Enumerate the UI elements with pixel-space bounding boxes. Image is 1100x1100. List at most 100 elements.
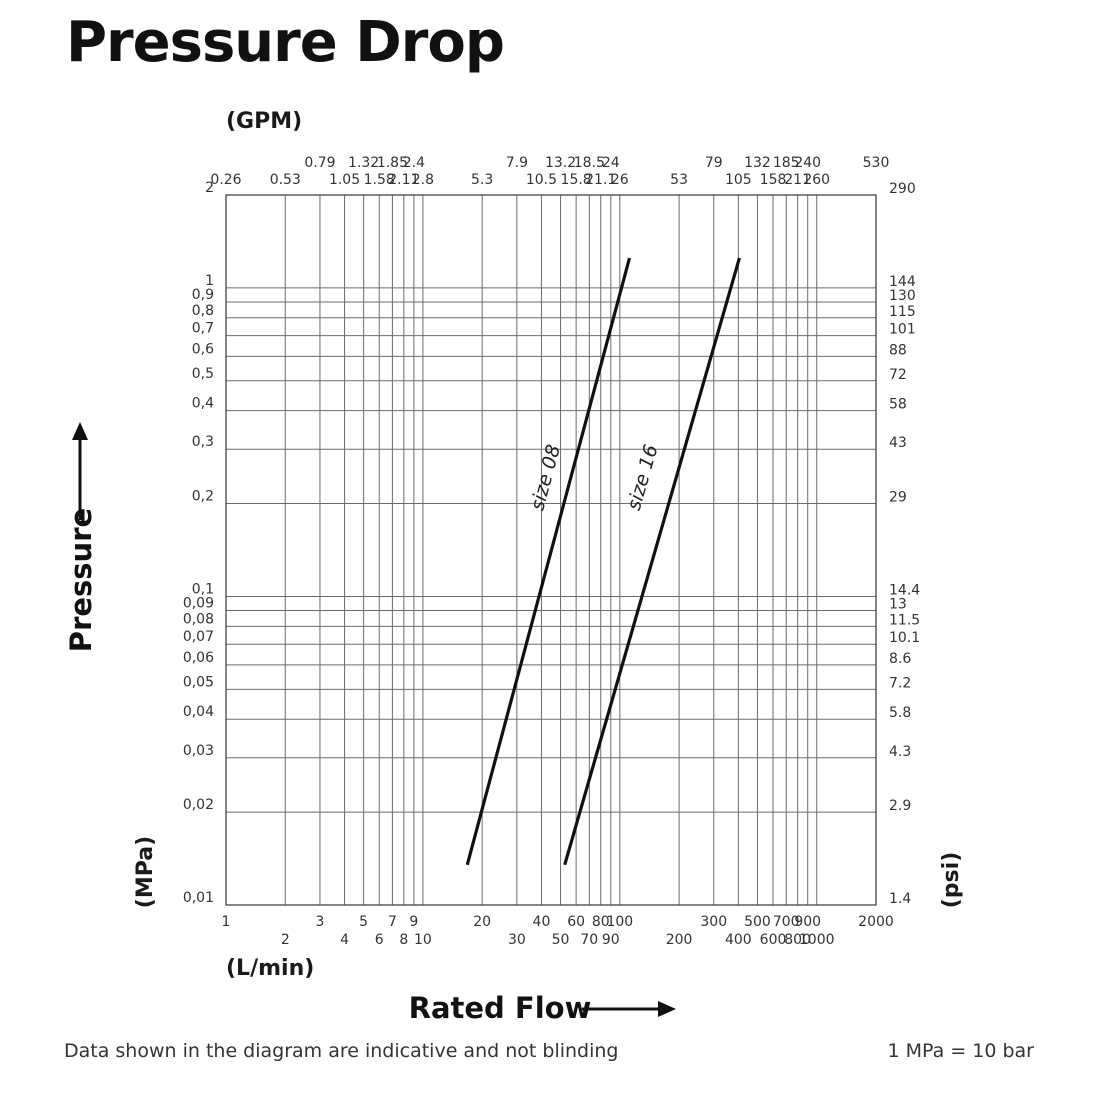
x-tick-label: 6 — [375, 932, 384, 948]
y2-tick-label: 144 — [889, 274, 916, 290]
x2-tick-label: 53 — [670, 172, 688, 188]
series-label: size 08 — [526, 442, 565, 512]
y-tick-label: 0,05 — [183, 674, 214, 690]
x2-tick-label: 1.85 — [377, 155, 408, 171]
x-tick-label: 500 — [744, 914, 771, 930]
y-tick-label: 0,1 — [192, 581, 214, 597]
y-tick-label: 0,9 — [192, 287, 214, 303]
x-tick-label: 30 — [508, 932, 526, 948]
x2-tick-label: 530 — [863, 155, 890, 171]
y2-tick-label: 10.1 — [889, 630, 920, 646]
chart-grid — [226, 195, 876, 905]
x-tick-label: 400 — [725, 932, 752, 948]
x2-tick-label: 185 — [773, 155, 800, 171]
x2-tick-label: 1.32 — [348, 155, 379, 171]
y2-tick-label: 29 — [889, 490, 907, 506]
x-tick-label: 20 — [473, 914, 491, 930]
x2-tick-label: 7.9 — [506, 155, 528, 171]
x-tick-label: 300 — [700, 914, 727, 930]
x2-tick-label: 10.5 — [526, 172, 557, 188]
x-tick-label: 60 — [567, 914, 585, 930]
x2-tick-label: 21.1 — [585, 172, 616, 188]
x2-tick-label: 24 — [602, 155, 620, 171]
x2-tick-label: 132 — [744, 155, 771, 171]
y2-tick-label: 130 — [889, 288, 916, 304]
y-tick-label: 0,04 — [183, 704, 214, 720]
y2-unit-label: (psi) — [939, 852, 964, 909]
x2-tick-label: 240 — [794, 155, 821, 171]
y-tick-label: 0,06 — [183, 650, 214, 666]
x-tick-label: 200 — [666, 932, 693, 948]
series-line-size-08 — [465, 257, 632, 866]
x2-tick-label: 15.8 — [561, 172, 592, 188]
y-tick-label: 0,7 — [192, 321, 214, 337]
y-axis-arrow-icon — [72, 422, 88, 520]
y-tick-label: 0,5 — [192, 366, 214, 382]
x2-tick-label: 0.79 — [304, 155, 335, 171]
x-tick-label: 50 — [552, 932, 570, 948]
y2-tick-label: 8.6 — [889, 651, 911, 667]
x2-tick-label: 79 — [705, 155, 723, 171]
y-tick-label: 0,01 — [183, 890, 214, 906]
y2-tick-label: 115 — [889, 304, 916, 320]
x2-tick-label: 5.3 — [471, 172, 493, 188]
x2-tick-label: 1.05 — [329, 172, 360, 188]
x-tick-label: 100 — [606, 914, 633, 930]
y2-tick-label: 1.4 — [889, 891, 911, 907]
x-tick-label: 4 — [340, 932, 349, 948]
y-tick-label: 0,07 — [183, 629, 214, 645]
y-tick-label: 2 — [205, 180, 214, 196]
x-tick-label: 90 — [602, 932, 620, 948]
x-unit-label: (L/min) — [226, 956, 314, 981]
x2-tick-label: 18.5 — [574, 155, 605, 171]
x-tick-label: 7 — [388, 914, 397, 930]
x2-tick-label: 260 — [803, 172, 830, 188]
x2-tick-label: 2.4 — [403, 155, 425, 171]
unit-conversion-note: 1 MPa = 10 bar — [887, 1040, 1035, 1062]
x-tick-label: 800 — [784, 932, 811, 948]
x-tick-label: 8 — [399, 932, 408, 948]
disclaimer-note: Data shown in the diagram are indicative… — [64, 1040, 619, 1062]
x2-tick-label: 26 — [611, 172, 629, 188]
x-tick-label: 80 — [592, 914, 610, 930]
y-unit-label: (MPa) — [133, 836, 158, 908]
page-title: Pressure Drop — [66, 10, 505, 75]
x2-tick-label: 0.26 — [210, 172, 241, 188]
series-line-size-16 — [563, 257, 741, 866]
x-tick-label: 1 — [222, 914, 231, 930]
y-tick-label: 0,4 — [192, 396, 214, 412]
plot-area-frame — [225, 194, 877, 906]
y2-tick-label: 5.8 — [889, 705, 911, 721]
y2-tick-label: 58 — [889, 397, 907, 413]
series-label: size 16 — [623, 442, 663, 513]
x2-tick-label: 1.58 — [364, 172, 395, 188]
x2-tick-label: 211 — [784, 172, 811, 188]
x-tick-label: 2 — [281, 932, 290, 948]
x-tick-label: 900 — [794, 914, 821, 930]
y2-tick-label: 7.2 — [889, 675, 911, 691]
x-tick-label: 70 — [580, 932, 598, 948]
y2-tick-label: 290 — [889, 181, 916, 197]
y-tick-label: 0,09 — [183, 596, 214, 612]
y2-tick-label: 72 — [889, 367, 907, 383]
x-tick-label: 40 — [533, 914, 551, 930]
x-tick-label: 700 — [773, 914, 800, 930]
x-tick-label: 1000 — [799, 932, 835, 948]
x2-tick-label: 0.53 — [270, 172, 301, 188]
y2-tick-label: 13 — [889, 597, 907, 613]
x-tick-label: 3 — [315, 914, 324, 930]
x2-tick-label: 2.11 — [388, 172, 419, 188]
y-tick-label: 0,02 — [183, 797, 214, 813]
y2-tick-label: 101 — [889, 322, 916, 338]
y-tick-label: 1 — [205, 273, 214, 289]
y-tick-label: 0,3 — [192, 434, 214, 450]
y2-tick-label: 4.3 — [889, 744, 911, 760]
x-axis-title: Rated Flow — [409, 991, 592, 1025]
y2-tick-label: 88 — [889, 342, 907, 358]
y-tick-label: 0,03 — [183, 743, 214, 759]
x2-tick-label: 158 — [760, 172, 787, 188]
chart-series: size 08 size 16 — [465, 257, 741, 866]
x-tick-label: 600 — [760, 932, 787, 948]
